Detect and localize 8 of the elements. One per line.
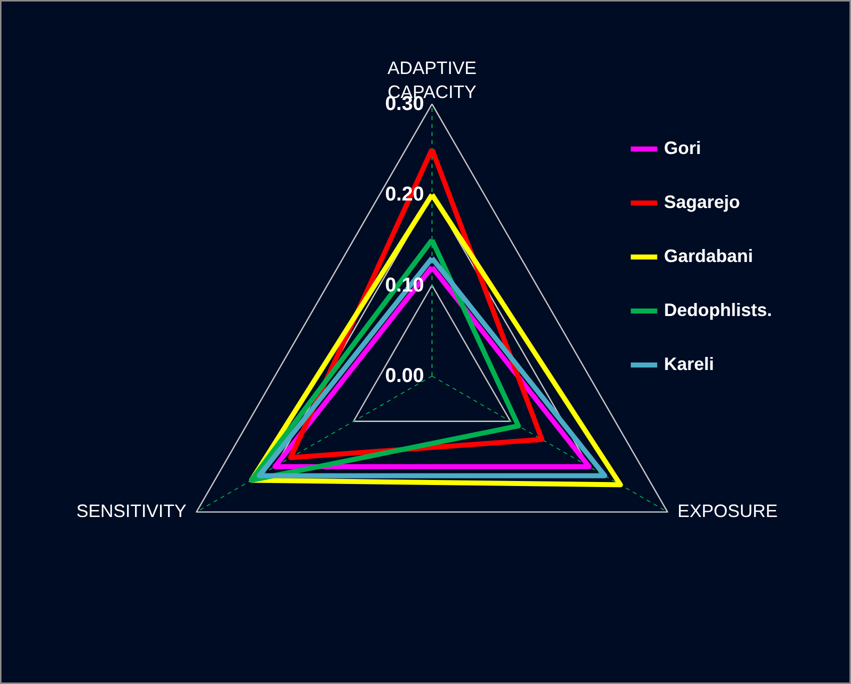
legend-label: Sagarejo [664, 192, 740, 212]
spoke-label: SENSITIVITY [76, 501, 186, 521]
legend-label: Gori [664, 138, 702, 158]
spoke-label: EXPOSURE [678, 501, 778, 521]
y-tick-label: 0.00 [385, 365, 424, 387]
legend-label: Kareli [664, 354, 714, 374]
legend-label: Gardabani [664, 246, 754, 266]
legend-label: Dedophlists. [664, 300, 772, 320]
